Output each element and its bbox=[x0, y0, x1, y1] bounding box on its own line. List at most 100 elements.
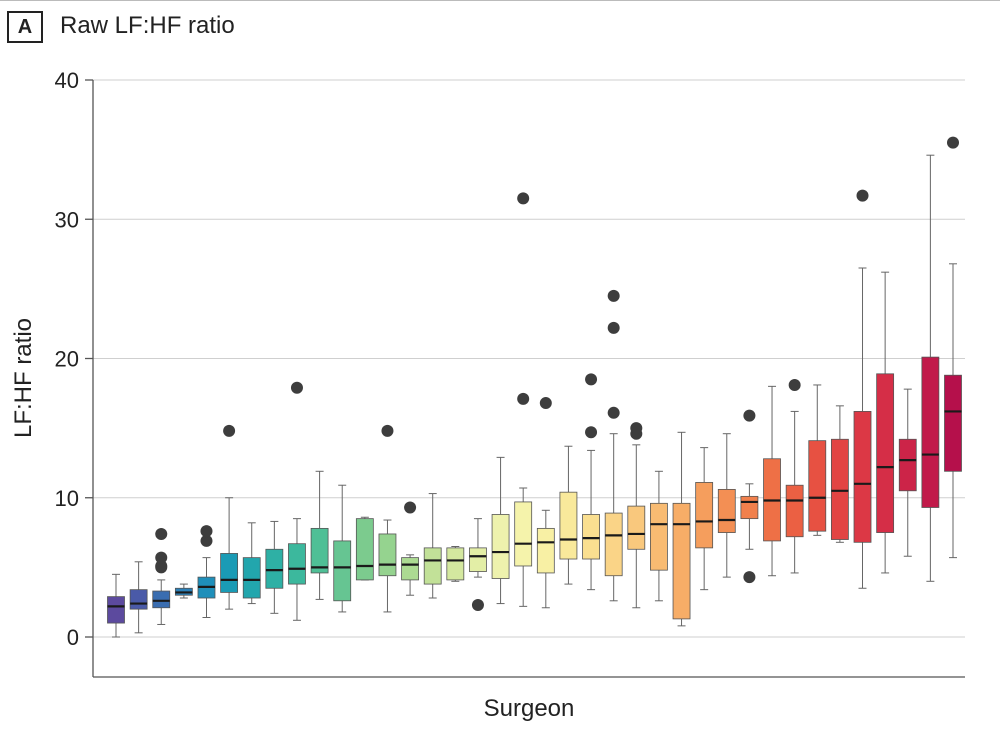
box-surgeon-3 bbox=[152, 527, 171, 625]
box-iqr bbox=[355, 518, 374, 581]
panel-letter-badge: A bbox=[7, 11, 43, 43]
box-iqr bbox=[672, 502, 691, 620]
box-iqr bbox=[944, 374, 962, 472]
box-iqr bbox=[469, 547, 487, 572]
box-iqr bbox=[242, 557, 261, 599]
outlier-point bbox=[743, 571, 756, 584]
box-surgeon-9 bbox=[288, 381, 306, 621]
box-surgeon-4 bbox=[174, 583, 193, 599]
box-surgeon-23 bbox=[604, 289, 623, 602]
box-iqr bbox=[627, 505, 646, 550]
outlier-point bbox=[607, 406, 620, 419]
box-surgeon-33 bbox=[830, 405, 849, 543]
box-surgeon-13 bbox=[378, 424, 397, 613]
top-divider bbox=[0, 0, 1000, 1]
box-surgeon-21 bbox=[559, 445, 578, 585]
box-surgeon-30 bbox=[763, 385, 781, 577]
box-iqr bbox=[310, 527, 329, 574]
box-iqr bbox=[333, 540, 352, 602]
box-surgeon-32 bbox=[808, 384, 827, 536]
box-iqr bbox=[559, 491, 578, 560]
outlier-point bbox=[155, 527, 168, 540]
box-surgeon-12 bbox=[355, 516, 374, 581]
box-surgeon-31 bbox=[785, 378, 804, 574]
outlier-point bbox=[947, 136, 959, 149]
box-iqr bbox=[808, 440, 827, 532]
box-surgeon-19 bbox=[514, 192, 533, 607]
box-iqr bbox=[220, 553, 239, 593]
outlier-point bbox=[404, 501, 417, 514]
box-surgeon-18 bbox=[491, 456, 510, 605]
box-surgeon-20 bbox=[536, 397, 555, 609]
y-axis-ticks: 0 10 20 30 40 bbox=[55, 68, 93, 650]
box-surgeon-28 bbox=[717, 433, 736, 578]
box-surgeon-14 bbox=[401, 501, 419, 596]
outlier-point bbox=[200, 534, 213, 547]
outlier-point bbox=[223, 424, 236, 437]
y-tick-label: 0 bbox=[67, 625, 79, 650]
box-iqr bbox=[830, 438, 849, 540]
y-tick-label: 30 bbox=[55, 207, 79, 232]
box-surgeon-36 bbox=[898, 388, 917, 557]
box-surgeon-16 bbox=[446, 545, 465, 582]
panel-title: Raw LF:HF ratio bbox=[60, 12, 235, 39]
box-surgeon-29 bbox=[740, 409, 759, 584]
box-surgeon-24 bbox=[627, 422, 646, 609]
box-iqr bbox=[650, 502, 668, 571]
box-iqr bbox=[288, 543, 306, 585]
box-surgeon-7 bbox=[242, 522, 261, 605]
box-surgeon-17 bbox=[469, 518, 487, 611]
outlier-point bbox=[517, 392, 530, 405]
box-surgeon-22 bbox=[582, 373, 600, 591]
box-surgeon-37 bbox=[921, 154, 940, 582]
box-surgeon-10 bbox=[310, 470, 329, 600]
box-iqr bbox=[423, 547, 442, 585]
outlier-point bbox=[381, 424, 394, 437]
outlier-point bbox=[585, 426, 598, 439]
box-surgeon-2 bbox=[129, 561, 148, 634]
outlier-point bbox=[155, 559, 168, 572]
y-tick-label: 40 bbox=[55, 68, 79, 93]
outlier-point bbox=[630, 422, 643, 435]
outlier-point bbox=[539, 397, 552, 410]
box-iqr bbox=[785, 484, 804, 538]
box-iqr bbox=[107, 596, 125, 624]
outlier-point bbox=[200, 525, 213, 538]
y-axis-label: LF:HF ratio bbox=[10, 318, 37, 438]
box-iqr bbox=[446, 547, 465, 581]
box-iqr bbox=[378, 533, 397, 577]
box-surgeon-15 bbox=[423, 493, 442, 599]
outlier-point bbox=[856, 189, 869, 202]
box-iqr bbox=[921, 356, 940, 508]
box-surgeon-5 bbox=[197, 525, 216, 619]
axes bbox=[92, 80, 965, 678]
box-iqr bbox=[265, 548, 284, 589]
outlier-point bbox=[290, 381, 303, 394]
box-iqr bbox=[604, 512, 623, 577]
x-axis-label: Surgeon bbox=[484, 695, 575, 722]
box-surgeon-8 bbox=[265, 520, 284, 614]
outlier-point bbox=[743, 409, 756, 422]
box-surgeon-1 bbox=[107, 573, 125, 638]
outlier-point bbox=[155, 551, 168, 564]
outlier-point bbox=[471, 598, 484, 611]
outlier-point bbox=[607, 321, 620, 334]
outlier-point bbox=[517, 192, 530, 205]
box-surgeon-6 bbox=[220, 424, 239, 610]
box-surgeon-11 bbox=[333, 484, 352, 613]
box-surgeon-25 bbox=[650, 470, 668, 602]
box-surgeon-27 bbox=[695, 447, 714, 591]
box-iqr bbox=[514, 501, 533, 567]
box-iqr bbox=[695, 482, 714, 549]
outlier-point bbox=[607, 289, 620, 302]
y-tick-label: 10 bbox=[55, 486, 79, 511]
box-iqr bbox=[491, 514, 510, 579]
y-tick-label: 20 bbox=[55, 347, 79, 372]
boxes bbox=[107, 136, 962, 638]
box-iqr bbox=[401, 557, 419, 581]
box-iqr bbox=[152, 590, 171, 609]
box-iqr bbox=[898, 438, 917, 492]
box-iqr bbox=[582, 514, 600, 560]
box-iqr bbox=[717, 488, 736, 533]
